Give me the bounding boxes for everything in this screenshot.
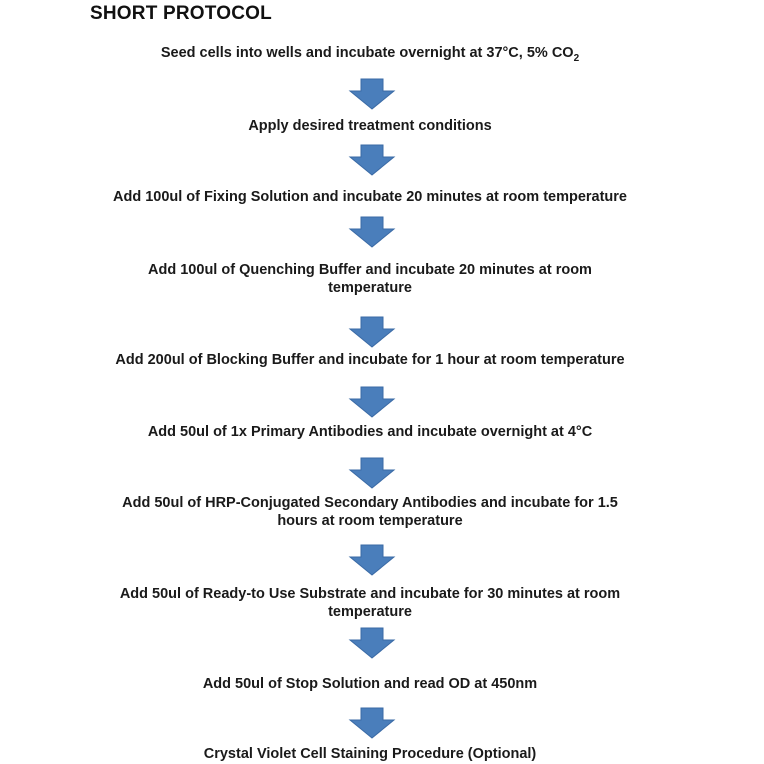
co2-subscript: 2 — [573, 52, 580, 64]
down-arrow-icon — [348, 144, 396, 176]
down-arrow-icon — [348, 544, 396, 576]
step-6: Add 50ul of 1x Primary Antibodies and in… — [147, 424, 593, 440]
step-1: Seed cells into wells and incubate overn… — [80, 44, 660, 68]
down-arrow-icon — [348, 316, 396, 348]
down-arrow-icon — [348, 386, 396, 418]
step-7: Add 50ul of HRP-Conjugated Secondary Ant… — [122, 495, 618, 529]
down-arrow-icon — [348, 627, 396, 659]
down-arrow-icon — [348, 457, 396, 489]
protocol-title: SHORT PROTOCOL — [90, 3, 272, 24]
step-10: Crystal Violet Cell Staining Procedure (… — [203, 746, 537, 762]
step-5: Add 200ul of Blocking Buffer and incubat… — [115, 352, 625, 368]
step-9: Add 50ul of Stop Solution and read OD at… — [202, 676, 538, 692]
down-arrow-icon — [348, 707, 396, 739]
step-3: Add 100ul of Fixing Solution and incubat… — [112, 189, 627, 205]
step-4: Add 100ul of Quenching Buffer and incuba… — [148, 262, 592, 296]
step-2: Apply desired treatment conditions — [248, 118, 492, 134]
down-arrow-icon — [348, 216, 396, 248]
step-8: Add 50ul of Ready-to Use Substrate and i… — [119, 586, 621, 620]
step-1-text: Seed cells into wells and incubate overn… — [160, 45, 574, 61]
down-arrow-icon — [348, 78, 396, 110]
